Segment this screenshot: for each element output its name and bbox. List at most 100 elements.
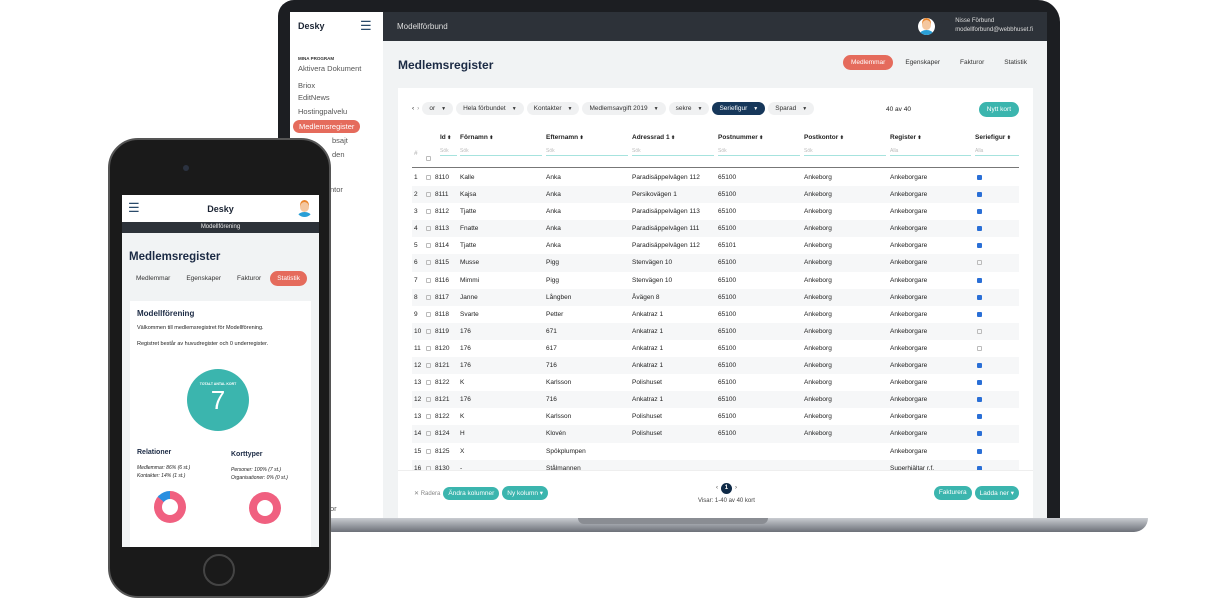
table-row[interactable]: 12 8121 176 716 Ankatraz 1 65100 Ankeborg Ankeb… (412, 357, 1019, 375)
scroll-left-icon[interactable]: ‹ (412, 105, 415, 112)
row-checkbox[interactable] (426, 311, 431, 317)
seriefigur-checkbox[interactable] (977, 380, 982, 386)
table-row[interactable]: 1 8110 Kalle Anka Paradisäppelvägen 112 65100… (412, 169, 1019, 186)
seriefigur-checkbox[interactable] (977, 226, 982, 232)
column-header[interactable]: Postnummer ⬍ (718, 134, 763, 141)
seriefigur-checkbox[interactable] (977, 260, 982, 266)
menu-icon[interactable]: ☰ (128, 200, 140, 215)
column-filter-input[interactable]: Sök (804, 146, 886, 156)
table-row[interactable]: 11 8120 176 617 Ankatraz 1 65100 Ankeborg Ankeb… (412, 340, 1019, 357)
avatar[interactable] (918, 18, 935, 35)
menu-icon[interactable]: ☰ (360, 18, 372, 33)
seriefigur-checkbox[interactable] (977, 328, 982, 334)
column-header[interactable]: Förnamn ⬍ (460, 134, 493, 141)
seriefigur-checkbox[interactable] (977, 345, 982, 351)
sort-icon[interactable]: ⬍ (1005, 135, 1011, 141)
sidebar-item-active[interactable]: Medlemsregister (293, 120, 361, 133)
tab-statistik[interactable]: Statistik (1004, 59, 1027, 66)
column-header[interactable]: Register ⬍ (890, 134, 922, 141)
sort-icon[interactable]: ⬍ (916, 135, 922, 141)
download-button[interactable]: Ladda ner ▾ (974, 486, 1019, 500)
row-checkbox[interactable] (426, 363, 431, 369)
row-checkbox[interactable] (426, 226, 431, 232)
filter-dropdown[interactable]: Seriefigur ▼ (712, 102, 766, 115)
sidebar-item[interactable]: ntor (330, 185, 343, 194)
column-header[interactable]: Id ⬍ (440, 134, 451, 141)
scroll-right-icon[interactable]: › (417, 105, 420, 112)
column-filter-input[interactable]: Sök (440, 146, 457, 156)
row-checkbox[interactable] (426, 345, 431, 351)
row-checkbox[interactable] (426, 328, 431, 334)
next-page-icon[interactable]: › (734, 485, 737, 491)
column-filter-input[interactable]: Sök (460, 146, 542, 156)
tab-fakturor[interactable]: Fakturor (960, 59, 985, 66)
table-row[interactable]: 8 8117 Janne Långben Åvägen 8 65100 Ankeborg An… (412, 288, 1019, 306)
seriefigur-checkbox[interactable] (977, 363, 982, 369)
table-row[interactable]: 3 8112 Tjatte Anka Paradisäppelvägen 113 6510… (412, 203, 1019, 220)
seriefigur-checkbox[interactable] (977, 311, 982, 317)
column-filter-input[interactable]: Alla (890, 146, 971, 156)
seriefigur-checkbox[interactable] (977, 414, 982, 420)
tab-fakturor[interactable]: Fakturor (237, 275, 262, 282)
row-checkbox[interactable] (426, 414, 431, 420)
filter-dropdown[interactable]: Hela förbundet ▼ (456, 102, 524, 115)
column-header[interactable]: Adressrad 1 ⬍ (632, 134, 675, 141)
seriefigur-checkbox[interactable] (977, 448, 982, 454)
sidebar-item[interactable]: den (332, 150, 345, 159)
new-column-button[interactable]: Ny kolumn ▾ (502, 486, 549, 500)
column-filter-input[interactable]: Sök (546, 146, 628, 156)
column-header[interactable]: Efternamn ⬍ (546, 134, 584, 141)
row-checkbox[interactable] (426, 294, 431, 300)
sort-icon[interactable]: ⬍ (757, 135, 764, 141)
table-row[interactable]: 6 8115 Musse Pigg Stenvägen 10 65100 Ankeborg A… (412, 254, 1019, 272)
column-filter-input[interactable]: Sök (632, 146, 714, 156)
sort-icon[interactable]: ⬍ (445, 135, 452, 141)
seriefigur-checkbox[interactable] (977, 209, 982, 215)
tab-statistik[interactable]: Statistik (270, 271, 307, 286)
sidebar-item[interactable]: bsajt (332, 136, 348, 145)
row-checkbox[interactable] (426, 277, 431, 283)
row-checkbox[interactable] (426, 243, 431, 249)
seriefigur-checkbox[interactable] (977, 175, 982, 180)
sidebar-item[interactable]: or (330, 504, 337, 513)
row-checkbox[interactable] (426, 209, 431, 215)
row-checkbox[interactable] (426, 260, 431, 266)
column-filter-input[interactable]: Alla (975, 146, 1019, 156)
change-columns-button[interactable]: Ändra kolumner (443, 486, 500, 500)
tab-egenskaper[interactable]: Egenskaper (905, 59, 941, 66)
sidebar-item[interactable]: EditNews (298, 93, 330, 102)
select-all-checkbox[interactable] (426, 156, 431, 161)
seriefigur-checkbox[interactable] (977, 192, 982, 198)
row-checkbox[interactable] (426, 175, 431, 180)
table-row[interactable]: 7 8116 Mimmi Pigg Stenvägen 10 65100 Ankeborg A… (412, 272, 1019, 289)
sort-icon[interactable]: ⬍ (578, 135, 584, 141)
seriefigur-checkbox[interactable] (977, 277, 982, 283)
seriefigur-checkbox[interactable] (977, 243, 982, 249)
seriefigur-checkbox[interactable] (977, 294, 982, 300)
page-1-button[interactable]: 1 (720, 483, 732, 494)
column-header[interactable]: Seriefigur ⬍ (975, 134, 1011, 141)
row-checkbox[interactable] (426, 431, 431, 437)
sidebar-item[interactable]: Hostingpalvelu (298, 107, 348, 116)
filter-dropdown[interactable]: Medlemsavgift 2019 ▼ (582, 102, 666, 115)
seriefigur-checkbox[interactable] (977, 397, 982, 403)
column-header[interactable]: Postkontor ⬍ (804, 134, 844, 141)
row-checkbox[interactable] (426, 380, 431, 386)
new-card-button[interactable]: Nytt kort (978, 102, 1019, 117)
sort-icon[interactable]: ⬍ (487, 135, 494, 141)
table-row[interactable]: 2 8111 Kajsa Anka Persikovägen 1 65100 Ankebor… (412, 186, 1019, 204)
filter-dropdown[interactable]: Sparad ▼ (768, 102, 815, 115)
prev-page-icon[interactable]: ‹ (715, 485, 718, 491)
table-row[interactable]: 10 8119 176 671 Ankatraz 1 65100 Ankeborg Ankeb… (412, 322, 1019, 340)
sidebar-item[interactable]: Aktivera Dokument (298, 64, 362, 73)
row-checkbox[interactable] (426, 448, 431, 454)
avatar[interactable] (296, 200, 313, 217)
tab-medlemmar[interactable]: Medlemmar (136, 275, 171, 282)
invoice-button[interactable]: Fakturera (933, 486, 972, 500)
row-checkbox[interactable] (426, 192, 431, 198)
user-info[interactable]: Nisse Förbund modellforbund@webbhuset.fi (955, 17, 1033, 35)
table-row[interactable]: 14 8124 H Klovén Polishuset 65100 Ankeborg Anke… (412, 425, 1019, 443)
filter-dropdown[interactable]: Kontakter ▼ (526, 102, 580, 115)
table-row[interactable]: 9 8118 Svarte Petter Ankatraz 1 65100 Ankeborg… (412, 306, 1019, 323)
table-row[interactable]: 15 8125 X Spökplumpen Ankeborgare (412, 443, 1019, 460)
